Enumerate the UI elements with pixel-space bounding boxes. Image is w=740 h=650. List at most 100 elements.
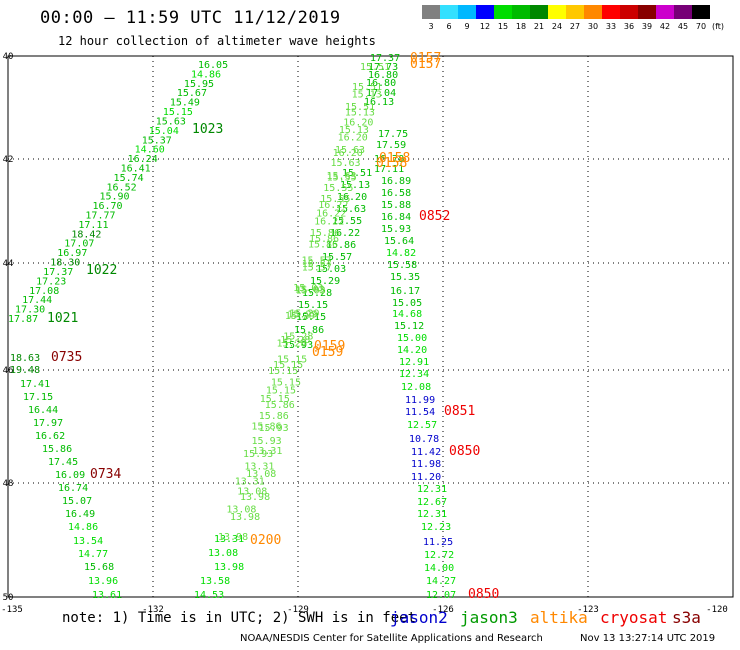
time-label: 1023 <box>192 122 223 137</box>
swh-value: 18.42 <box>71 229 101 240</box>
swh-value: 17.44 <box>22 295 52 306</box>
swh-value: 14.86 <box>191 69 221 80</box>
swh-value: 15.03 <box>295 284 325 295</box>
color-scale-swatch <box>602 5 620 19</box>
swh-value: 13.54 <box>73 536 103 547</box>
lat-tick-label: 40 <box>3 52 14 62</box>
swh-value: 15.57 <box>302 263 332 274</box>
swh-value: 16.70 <box>92 201 122 212</box>
swh-value: 15.03 <box>296 286 326 297</box>
swh-value: 15.15 <box>163 107 193 118</box>
swh-value: 15.63 <box>336 204 366 215</box>
swh-value: 15.93 <box>252 436 282 447</box>
swh-value: 13.98 <box>240 492 270 503</box>
swh-value: 15.58 <box>387 260 417 271</box>
swh-value: 11.98 <box>411 459 441 470</box>
swh-value: 15.51 <box>352 82 382 93</box>
color-scale-swatch <box>476 5 494 19</box>
swh-value: 17.37 <box>370 53 400 64</box>
swh-value: 16.13 <box>364 97 394 108</box>
swh-value: 14.00 <box>424 563 454 574</box>
time-label: 0157 <box>410 57 441 72</box>
color-scale-label: 24 <box>551 22 563 31</box>
color-scale-swatch <box>530 5 548 19</box>
swh-value: 15.63 <box>330 158 360 169</box>
swh-value: 15.13 <box>352 90 382 101</box>
swh-value: 15.93 <box>283 340 313 351</box>
swh-value: 15.95 <box>184 79 214 90</box>
swh-value: 14.60 <box>135 145 165 156</box>
swh-value: 15.13 <box>340 180 370 191</box>
color-scale-label: 33 <box>605 22 617 31</box>
swh-value: 15.63 <box>156 116 186 127</box>
swh-value: 16.62 <box>35 431 65 442</box>
swh-value: 15.57 <box>322 252 352 263</box>
color-scale-label: 15 <box>497 22 509 31</box>
swh-value: 16.89 <box>381 176 411 187</box>
swh-value: 18.63 <box>10 353 40 364</box>
swh-value: 13.98 <box>214 562 244 573</box>
lat-tick-label: 44 <box>3 259 14 269</box>
swh-value: 15.55 <box>332 216 362 227</box>
swh-value: 16.58 <box>381 188 411 199</box>
swh-value: 15.05 <box>392 298 422 309</box>
swh-value: 16.20 <box>333 148 363 159</box>
color-scale-swatch <box>566 5 584 19</box>
swh-value: 17.87 <box>8 314 38 325</box>
swh-value: 16.05 <box>198 60 228 71</box>
swh-value: 16.20 <box>343 117 373 128</box>
swh-value: 15.63 <box>326 171 356 182</box>
swh-value: 15.86 <box>259 411 289 422</box>
swh-value: 17.41 <box>20 379 50 390</box>
swh-value: 16.84 <box>381 212 411 223</box>
color-scale-swatch <box>674 5 692 19</box>
time-label: 0735 <box>51 350 82 365</box>
swh-value: 15.37 <box>142 135 172 146</box>
swh-value: 15.15 <box>271 377 301 388</box>
time-label: 0734 <box>90 467 121 482</box>
color-scale-label: 6 <box>446 22 452 31</box>
swh-value: 15.15 <box>268 366 298 377</box>
swh-value: 16.22 <box>316 208 346 219</box>
swh-value: 15.28 <box>280 335 310 346</box>
swh-value: 15.57 <box>302 259 332 270</box>
swh-value: 16.44 <box>28 405 58 416</box>
swh-value: 15.29 <box>285 311 315 322</box>
swh-value: 12.57 <box>407 420 437 431</box>
swh-value: 17.59 <box>376 140 406 151</box>
swh-value: 13.08 <box>226 504 256 515</box>
swh-value: 15.28 <box>302 288 332 299</box>
lon-tick-label: -135 <box>1 605 23 615</box>
swh-value: 17.73 <box>368 62 398 73</box>
swh-value: 13.31 <box>214 534 244 545</box>
page-title: 00:00 – 11:59 UTC 11/12/2019 <box>40 8 341 28</box>
time-label: 0852 <box>419 209 450 224</box>
swh-value: 15.03 <box>316 264 346 275</box>
swh-value: 15.86 <box>308 240 338 251</box>
swh-value: 12.08 <box>401 382 431 393</box>
color-scale-swatch <box>692 5 710 19</box>
color-scale-swatch <box>638 5 656 19</box>
swh-value: 15.86 <box>326 240 356 251</box>
lat-tick-label: 42 <box>3 155 14 165</box>
swh-value: 11.42 <box>411 447 441 458</box>
swh-value: 15.04 <box>149 126 179 137</box>
swh-value: 16.22 <box>314 217 344 228</box>
swh-value: 14.20 <box>397 345 427 356</box>
color-scale-label: 45 <box>677 22 689 31</box>
swh-value: 13.08 <box>246 469 276 480</box>
color-scale-label: 27 <box>569 22 581 31</box>
swh-value: 17.75 <box>378 129 408 140</box>
swh-value: 16.80 <box>368 70 398 81</box>
swh-value: 15.28 <box>283 331 313 342</box>
time-label: 1022 <box>86 263 117 278</box>
page-subtitle: 12 hour collection of altimeter wave hei… <box>58 34 376 48</box>
swh-value: 13.08 <box>237 487 267 498</box>
map-frame <box>7 55 734 598</box>
swh-value: 17.37 <box>43 267 73 278</box>
swh-value: 14.68 <box>392 309 422 320</box>
swh-value: 11.99 <box>405 395 435 406</box>
swh-value: 15.03 <box>293 283 323 294</box>
swh-value: 10.78 <box>409 434 439 445</box>
time-label: 0157 <box>410 51 441 66</box>
